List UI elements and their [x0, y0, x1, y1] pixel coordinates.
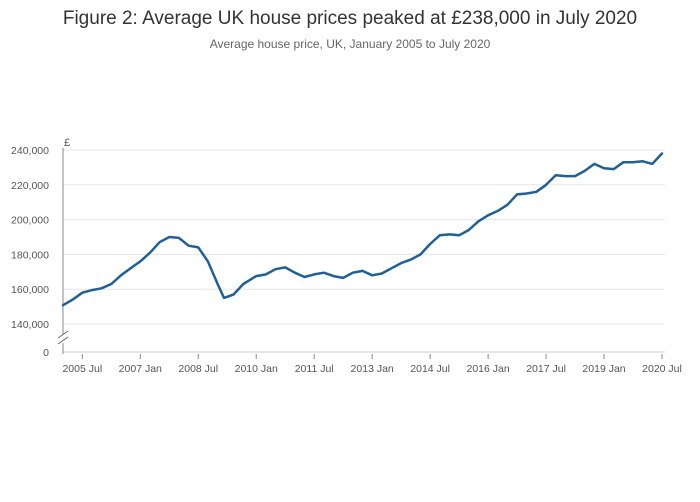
chart-subtitle: Average house price, UK, January 2005 to…: [209, 37, 491, 51]
y-tick-label: 220,000: [11, 180, 49, 192]
x-tick-label: 2011 Jul: [295, 363, 334, 375]
x-tick-label: 2008 Jul: [178, 363, 218, 375]
series: [61, 152, 664, 307]
chart-title: Figure 2: Average UK house prices peaked…: [62, 8, 638, 29]
y-tick-label: 200,000: [11, 215, 49, 227]
y-tick-label-zero: 0: [43, 347, 49, 359]
x-tick-label: 2014 Jul: [410, 363, 450, 375]
y-tick-label: 160,000: [11, 284, 49, 296]
axes: 240,000 220,000 200,000 180,000 160,000 140,0…: [11, 137, 682, 375]
series-line-average-house-price: [61, 152, 664, 307]
y-tick-label: 240,000: [11, 145, 49, 157]
gridlines: [63, 149, 665, 353]
x-tick-label: 2017 Jul: [526, 363, 566, 375]
x-tick-label: 2010 Jan: [235, 363, 278, 375]
x-tick-label: 2005 Jul: [62, 363, 102, 375]
y-axis-unit: £: [64, 137, 70, 149]
x-tick-label: 2013 Jan: [351, 363, 394, 375]
y-tick-label: 180,000: [11, 249, 49, 261]
axis-break-mark: [57, 330, 69, 339]
x-tick-label: 2016 Jan: [466, 363, 509, 375]
x-tick-label: 2007 Jan: [119, 363, 162, 375]
y-tick-label: 140,000: [11, 319, 49, 331]
axis-break-mark: [57, 336, 69, 345]
x-tick-label: 2020 Jul: [642, 363, 682, 375]
axis-break-mask: [57, 334, 69, 343]
x-tick-label: 2019 Jan: [582, 363, 625, 375]
